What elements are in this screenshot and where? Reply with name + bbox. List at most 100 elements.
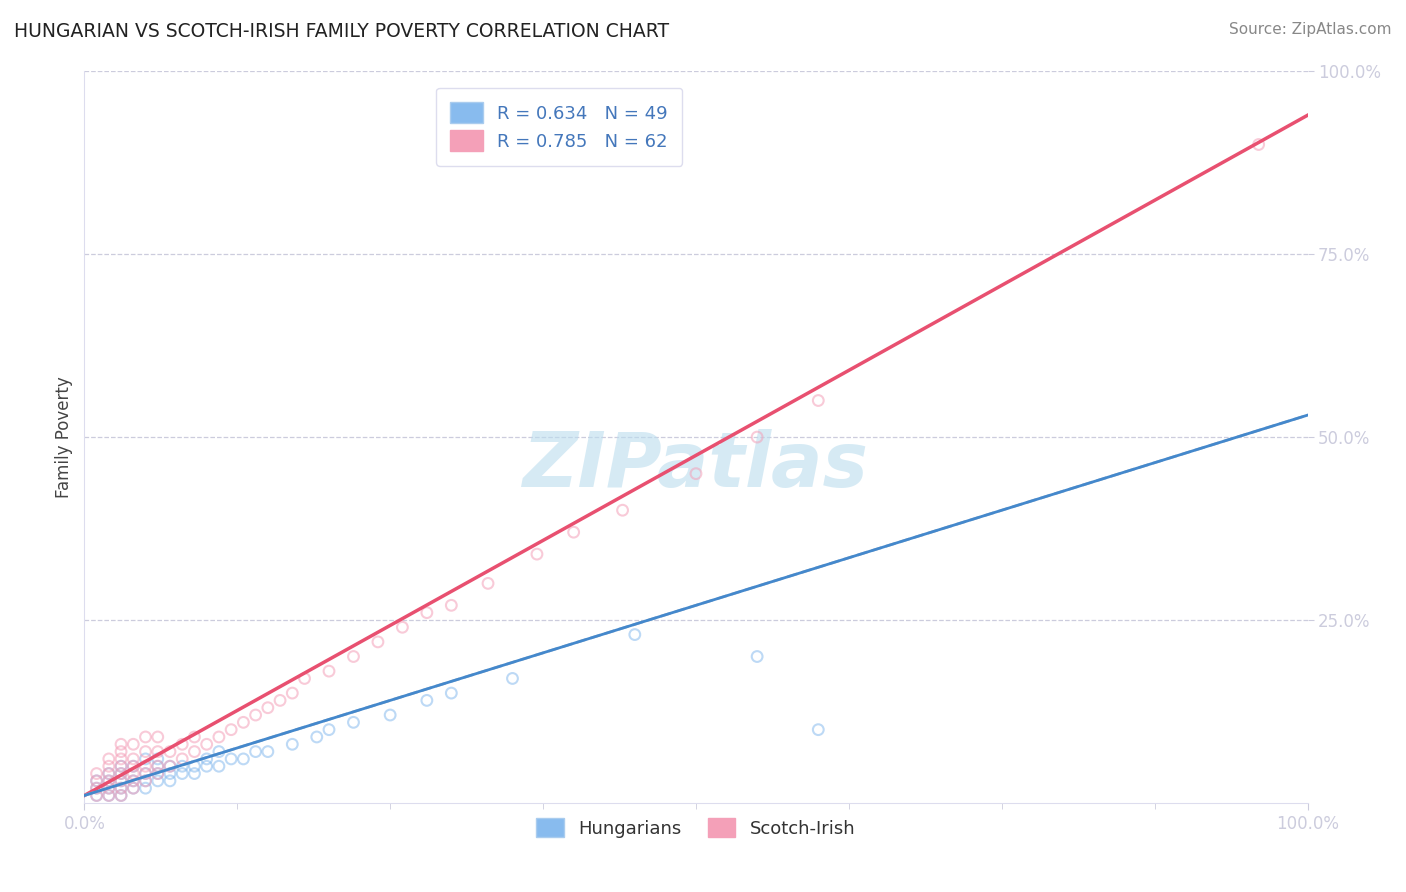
Point [146,745,169,759]
Point [135,766,157,780]
Point [135,759,157,773]
Point [97,773,120,788]
Point [97,752,120,766]
Point [86,789,108,803]
Point [391,620,413,634]
Point [159,745,181,759]
Point [342,715,364,730]
Point [172,766,194,780]
Point [1247,137,1270,152]
Point [146,759,169,773]
Point [86,781,108,796]
Point [172,752,194,766]
Point [257,745,280,759]
Point [294,672,316,686]
Point [159,766,181,780]
Point [122,759,145,773]
Point [86,773,108,788]
Point [232,715,254,730]
Point [122,773,145,788]
Point [86,766,108,780]
Point [232,752,254,766]
Point [159,759,181,773]
Point [146,766,169,780]
Point [183,745,205,759]
Point [135,766,157,780]
Point [122,781,145,796]
Point [97,789,120,803]
Point [183,766,205,780]
Point [110,766,132,780]
Point [208,730,231,744]
Point [97,789,120,803]
Point [183,730,205,744]
Point [97,781,120,796]
Point [342,649,364,664]
Point [110,781,132,796]
Point [135,752,157,766]
Text: Source: ZipAtlas.com: Source: ZipAtlas.com [1229,22,1392,37]
Point [526,547,548,561]
Point [135,781,157,796]
Point [477,576,499,591]
Point [135,745,157,759]
Point [440,599,463,613]
Point [562,525,585,540]
Point [172,759,194,773]
Point [122,759,145,773]
Point [318,723,340,737]
Point [807,393,830,408]
Point [257,700,280,714]
Point [416,606,439,620]
Point [135,730,157,744]
Point [172,737,194,751]
Point [219,752,242,766]
Point [97,759,120,773]
Point [416,693,439,707]
Point [367,635,389,649]
Point [110,745,132,759]
Point [86,781,108,796]
Y-axis label: Family Poverty: Family Poverty [55,376,73,498]
Point [195,737,218,751]
Point [135,773,157,788]
Point [110,759,132,773]
Point [612,503,634,517]
Point [440,686,463,700]
Point [122,737,145,751]
Legend: R = 0.634   N = 49, R = 0.785   N = 62: R = 0.634 N = 49, R = 0.785 N = 62 [436,87,682,166]
Point [110,773,132,788]
Point [97,773,120,788]
Point [502,672,524,686]
Point [122,766,145,780]
Text: HUNGARIAN VS SCOTCH-IRISH FAMILY POVERTY CORRELATION CHART: HUNGARIAN VS SCOTCH-IRISH FAMILY POVERTY… [14,22,669,41]
Point [195,752,218,766]
Point [110,759,132,773]
Point [122,752,145,766]
Point [195,759,218,773]
Point [86,789,108,803]
Point [245,745,267,759]
Point [146,766,169,780]
Point [110,789,132,803]
Point [219,723,242,737]
Point [146,752,169,766]
Point [318,664,340,678]
Point [747,430,769,444]
Point [747,649,769,664]
Point [97,766,120,780]
Point [86,773,108,788]
Point [110,766,132,780]
Point [208,745,231,759]
Point [380,708,402,723]
Point [281,686,304,700]
Point [183,759,205,773]
Point [110,752,132,766]
Point [97,781,120,796]
Point [110,781,132,796]
Point [110,789,132,803]
Point [269,693,291,707]
Point [159,773,181,788]
Point [624,627,647,641]
Point [305,730,328,744]
